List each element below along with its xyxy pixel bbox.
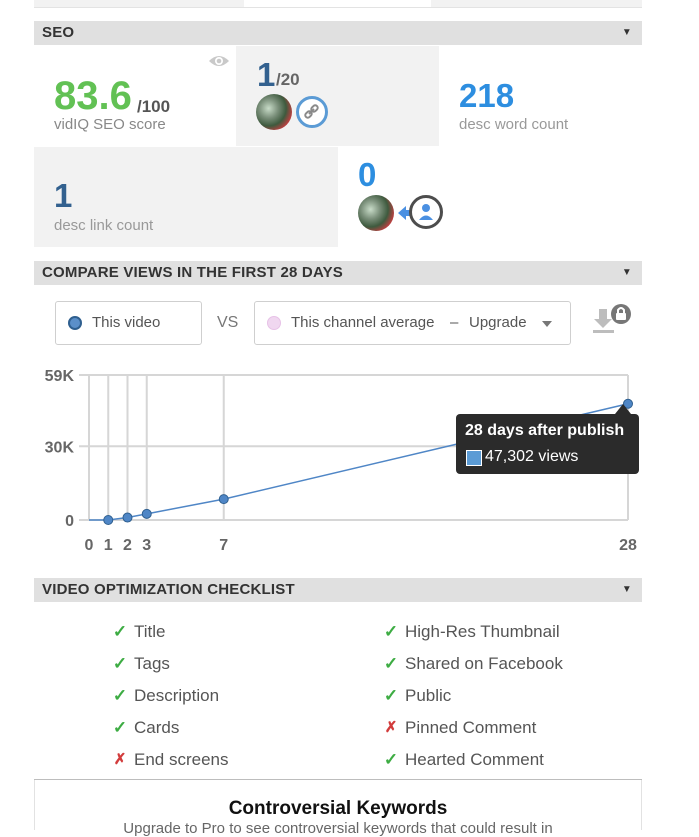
this-video-dot-icon: [68, 316, 82, 330]
checklist-item-label: Tags: [134, 654, 170, 673]
this-video-selector[interactable]: This video: [55, 301, 202, 345]
y-tick-label: 30K: [45, 439, 75, 456]
tooltip-value: 47,302 views: [485, 448, 579, 465]
data-point: [218, 494, 229, 505]
word-count-value: 218: [459, 77, 515, 114]
checklist-item-label: High-Res Thumbnail: [405, 622, 560, 641]
controversial-keywords-panel: Controversial Keywords Upgrade to Pro to…: [34, 780, 642, 837]
tooltip-swatch-icon: [466, 450, 482, 466]
check-icon: ✓: [383, 654, 399, 673]
checklist-item-label: Pinned Comment: [405, 718, 537, 737]
collapse-caret-icon[interactable]: ▼: [621, 584, 632, 595]
checklist-item-label: End screens: [134, 750, 229, 769]
check-icon: ✓: [112, 718, 128, 737]
link-count-card: 1 desc link count: [34, 147, 338, 247]
check-icon: ✓: [383, 686, 399, 705]
chart-tooltip: 28 days after publish 47,302 views: [456, 404, 639, 474]
checklist-divider: [34, 779, 642, 780]
link-icon: [296, 96, 328, 128]
x-tick-label: 1: [104, 537, 113, 554]
check-icon: ✓: [383, 750, 399, 769]
x-tick-label: 2: [123, 537, 132, 554]
eye-icon[interactable]: [208, 53, 230, 69]
checklist-item-label: Public: [405, 686, 452, 705]
data-point: [103, 515, 114, 525]
checklist-section-header[interactable]: VIDEO OPTIMIZATION CHECKLIST ▼: [34, 578, 642, 602]
channel-average-label: This channel average: [291, 314, 435, 331]
word-count-card: 218 desc word count: [439, 46, 642, 146]
seo-score-max: /100: [137, 97, 171, 116]
link-count-label: desc link count: [54, 217, 154, 234]
checklist-item-label: Shared on Facebook: [405, 654, 563, 673]
previous-cell: [431, 0, 642, 8]
channel-avatar: [358, 195, 394, 231]
channel-average-dropdown[interactable]: This channel average – Upgrade: [254, 301, 571, 345]
checklist-item-label: Hearted Comment: [405, 750, 544, 769]
checklist-item-label: Title: [134, 622, 166, 641]
dash-separator: –: [450, 314, 459, 331]
checklist-item-label: Description: [134, 686, 220, 705]
compare-section-title: COMPARE VIEWS IN THE FIRST 28 DAYS: [42, 264, 344, 281]
x-tick-label: 7: [219, 537, 228, 554]
data-point: [122, 512, 133, 523]
collapse-caret-icon[interactable]: ▼: [621, 267, 632, 278]
subscriber-icon: [409, 195, 443, 229]
vs-label: VS: [217, 314, 239, 331]
subscribe-link-card: 0: [338, 147, 642, 247]
this-video-label: This video: [92, 314, 161, 331]
x-tick-label: 28: [619, 537, 637, 554]
x-tick-label: 0: [85, 537, 94, 554]
tooltip-title: 28 days after publish: [465, 422, 625, 439]
seo-section-header[interactable]: SEO ▼: [34, 21, 642, 45]
seo-score-value: 83.6: [54, 74, 132, 118]
previous-cell: [34, 0, 244, 8]
word-count-label: desc word count: [459, 116, 569, 133]
y-tick-label: 59K: [45, 368, 75, 385]
check-icon: ✓: [112, 654, 128, 673]
previous-panel-bottom: [34, 0, 642, 8]
controversial-title: Controversial Keywords: [228, 798, 448, 819]
checklist-item-label: Cards: [134, 718, 180, 737]
arrow-left-icon: [398, 206, 418, 220]
cross-icon: ✗: [384, 719, 398, 736]
person-icon: [419, 204, 433, 220]
collapse-caret-icon[interactable]: ▼: [621, 27, 632, 38]
cross-icon: ✗: [113, 751, 127, 768]
compare-section-header[interactable]: COMPARE VIEWS IN THE FIRST 28 DAYS ▼: [34, 261, 642, 285]
previous-cell: [244, 0, 431, 8]
upgrade-link[interactable]: Upgrade: [469, 314, 527, 331]
checklist-section-title: VIDEO OPTIMIZATION CHECKLIST: [42, 581, 295, 598]
check-icon: ✓: [383, 622, 399, 641]
controversial-text: Upgrade to Pro to see controversial keyw…: [123, 820, 553, 837]
seo-score-label: vidIQ SEO score: [54, 116, 166, 133]
chevron-down-icon: [542, 321, 552, 327]
check-icon: ✓: [112, 686, 128, 705]
seo-section-title: SEO: [42, 24, 75, 41]
seo-score-card: 83.6 /100 vidIQ SEO score: [34, 46, 236, 146]
subscribe-count: 0: [358, 156, 377, 193]
links-card: 1 /20: [236, 46, 439, 146]
x-tick-label: 3: [142, 537, 151, 554]
check-icon: ✓: [112, 622, 128, 641]
link-count-value: 1: [54, 177, 73, 214]
y-tick-label: 0: [65, 513, 74, 530]
links-count: 1: [257, 56, 276, 93]
download-locked-icon[interactable]: [592, 303, 634, 335]
channel-average-dot-icon: [267, 316, 281, 330]
link-glyph-icon: [304, 104, 319, 119]
links-max: /20: [276, 70, 300, 89]
data-point: [141, 508, 152, 519]
channel-avatar: [256, 94, 292, 130]
